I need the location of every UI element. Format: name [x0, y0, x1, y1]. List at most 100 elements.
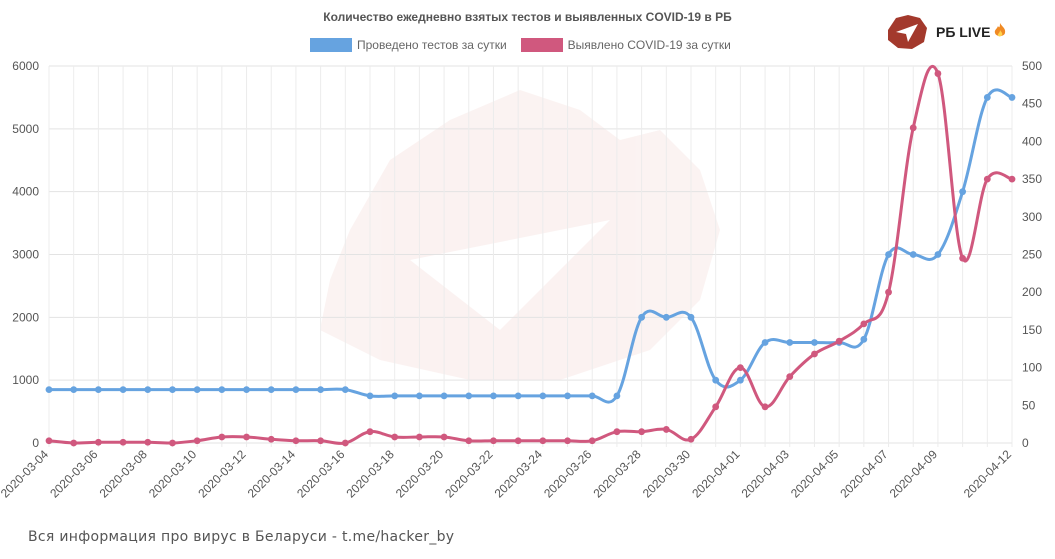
data-point-1[interactable] — [440, 433, 448, 441]
data-point-0[interactable] — [169, 386, 176, 393]
data-point-0[interactable] — [440, 392, 448, 400]
data-point-1[interactable] — [736, 364, 744, 371]
data-point-1[interactable] — [613, 428, 621, 436]
data-point-0[interactable] — [514, 392, 522, 400]
y-right-tick-label: 50 — [1022, 398, 1036, 412]
data-point-0[interactable] — [218, 386, 226, 393]
x-tick-label: 2020-04-01 — [689, 447, 743, 501]
data-point-0[interactable] — [687, 313, 695, 321]
data-point-1[interactable] — [243, 433, 250, 441]
data-point-1[interactable] — [415, 433, 423, 441]
legend: Проведено тестов за сутки Выявлено COVID… — [310, 38, 745, 52]
x-axis: 2020-03-042020-03-062020-03-082020-03-10… — [0, 447, 1014, 501]
grid-lines — [48, 65, 1013, 447]
data-point-0[interactable] — [317, 386, 325, 393]
data-point-1[interactable] — [490, 437, 497, 445]
data-point-1[interactable] — [45, 437, 53, 445]
data-point-0[interactable] — [243, 386, 250, 393]
data-point-1[interactable] — [1008, 175, 1016, 183]
data-point-0[interactable] — [94, 386, 102, 393]
data-point-0[interactable] — [885, 251, 892, 258]
data-point-0[interactable] — [909, 251, 917, 258]
data-point-0[interactable] — [391, 392, 399, 400]
watermark-map — [320, 90, 720, 380]
data-point-1[interactable] — [292, 437, 300, 445]
data-point-0[interactable] — [786, 339, 794, 346]
data-point-1[interactable] — [712, 403, 720, 411]
data-point-1[interactable] — [144, 438, 152, 446]
y-left-tick-label: 5000 — [12, 122, 39, 136]
data-point-1[interactable] — [687, 435, 695, 443]
data-point-0[interactable] — [341, 386, 349, 393]
data-point-1[interactable] — [366, 428, 374, 436]
data-point-0[interactable] — [613, 392, 621, 400]
map-logo-icon — [888, 15, 927, 49]
data-point-1[interactable] — [267, 435, 275, 443]
data-point-1[interactable] — [514, 437, 522, 445]
data-point-0[interactable] — [292, 386, 300, 393]
x-tick-label: 2020-03-18 — [344, 447, 398, 501]
data-point-1[interactable] — [983, 175, 991, 183]
data-point-1[interactable] — [638, 428, 646, 436]
x-tick-label: 2020-03-12 — [195, 447, 249, 501]
data-point-0[interactable] — [193, 386, 201, 393]
legend-item-cases[interactable]: Выявлено COVID-19 за сутки — [520, 38, 731, 52]
x-tick-label: 2020-03-22 — [442, 447, 496, 501]
data-point-1[interactable] — [885, 288, 892, 296]
data-point-0[interactable] — [662, 313, 670, 321]
data-point-1[interactable] — [959, 254, 967, 262]
data-point-0[interactable] — [490, 392, 497, 400]
data-point-1[interactable] — [909, 124, 917, 132]
data-point-0[interactable] — [959, 188, 967, 196]
data-point-1[interactable] — [391, 433, 399, 441]
data-point-0[interactable] — [934, 251, 942, 258]
legend-item-tests[interactable]: Проведено тестов за сутки — [310, 38, 507, 52]
data-point-1[interactable] — [835, 337, 843, 345]
data-point-0[interactable] — [70, 386, 78, 393]
data-point-0[interactable] — [736, 376, 744, 384]
data-point-0[interactable] — [811, 339, 818, 346]
data-point-0[interactable] — [45, 386, 53, 393]
x-tick-label: 2020-04-12 — [961, 447, 1015, 501]
data-point-1[interactable] — [588, 437, 596, 445]
data-point-1[interactable] — [465, 437, 473, 445]
data-point-1[interactable] — [811, 350, 818, 358]
data-point-0[interactable] — [638, 313, 646, 321]
fire-icon — [993, 22, 1007, 43]
data-point-0[interactable] — [712, 376, 720, 384]
data-point-1[interactable] — [317, 437, 325, 445]
data-point-0[interactable] — [1008, 94, 1016, 101]
data-point-0[interactable] — [564, 392, 571, 400]
data-point-1[interactable] — [193, 437, 201, 445]
data-point-1[interactable] — [341, 439, 349, 447]
data-point-1[interactable] — [564, 437, 571, 445]
data-point-1[interactable] — [70, 439, 78, 447]
data-point-0[interactable] — [465, 392, 473, 400]
data-point-1[interactable] — [662, 426, 670, 433]
data-point-0[interactable] — [119, 386, 127, 393]
data-point-0[interactable] — [366, 392, 374, 400]
data-point-1[interactable] — [934, 70, 942, 77]
data-point-1[interactable] — [94, 438, 102, 446]
data-point-0[interactable] — [267, 386, 275, 393]
y-left-tick-label: 6000 — [12, 59, 39, 73]
data-point-0[interactable] — [860, 335, 868, 343]
data-point-1[interactable] — [218, 433, 226, 441]
chart-title: Количество ежедневно взятых тестов и выя… — [323, 10, 732, 24]
data-point-1[interactable] — [119, 438, 127, 446]
data-point-1[interactable] — [786, 373, 794, 381]
data-point-0[interactable] — [415, 392, 423, 400]
y-right-tick-label: 100 — [1022, 361, 1042, 375]
x-tick-label: 2020-03-04 — [0, 447, 51, 501]
data-point-1[interactable] — [761, 403, 769, 411]
data-point-0[interactable] — [144, 386, 152, 393]
series-group — [45, 65, 1016, 447]
data-point-0[interactable] — [983, 94, 991, 101]
data-point-0[interactable] — [588, 392, 596, 400]
data-point-1[interactable] — [539, 437, 547, 445]
x-tick-label: 2020-04-05 — [788, 447, 842, 501]
data-point-0[interactable] — [539, 392, 547, 400]
data-point-1[interactable] — [860, 320, 868, 328]
data-point-1[interactable] — [169, 439, 176, 447]
data-point-0[interactable] — [761, 339, 769, 346]
